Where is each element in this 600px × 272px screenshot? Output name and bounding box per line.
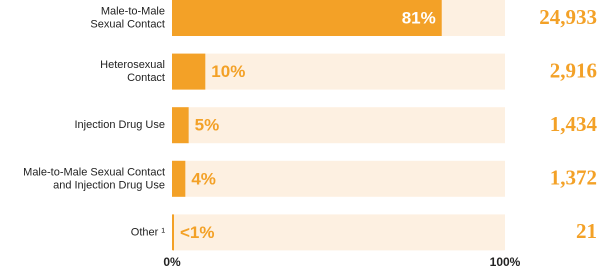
category-label-line: and Injection Drug Use (53, 179, 165, 191)
value-label: 5% (195, 116, 220, 135)
bar (172, 160, 186, 197)
count-label: 21 (576, 219, 597, 243)
bar-track (172, 214, 505, 251)
count-label: 1,434 (550, 112, 598, 136)
bar-track (172, 107, 505, 144)
category-label-line: Heterosexual (100, 59, 165, 71)
category-label: Heterosexual Contact (100, 59, 165, 84)
bar (172, 53, 206, 90)
category-label-line: Other ¹ (131, 226, 166, 238)
category-label-line: Contact (127, 72, 165, 84)
x-tick-label: 0% (163, 255, 181, 269)
x-tick-label: 100% (490, 255, 521, 269)
category-label: Male-to-Male Sexual Contact (90, 5, 165, 30)
bar (172, 0, 442, 36)
bar-track (172, 53, 505, 90)
category-label: Injection Drug Use (75, 119, 166, 131)
count-label: 1,372 (550, 166, 597, 190)
value-label: 81% (402, 8, 436, 27)
category-label-line: Injection Drug Use (75, 119, 166, 131)
value-label: <1% (180, 223, 215, 242)
value-label: 10% (211, 62, 245, 81)
category-label: Other ¹ (131, 226, 166, 238)
category-label-line: Male-to-Male (101, 5, 165, 17)
value-label: 4% (191, 169, 216, 188)
count-label: 2,916 (550, 58, 597, 82)
category-label-line: Male-to-Male Sexual Contact (23, 166, 165, 178)
bar (172, 214, 174, 251)
bar-track (172, 160, 505, 197)
bar (172, 107, 189, 144)
count-label: 24,933 (539, 5, 597, 29)
category-label-line: Sexual Contact (90, 18, 165, 30)
category-label: Male-to-Male Sexual Contact and Injection… (23, 166, 165, 191)
